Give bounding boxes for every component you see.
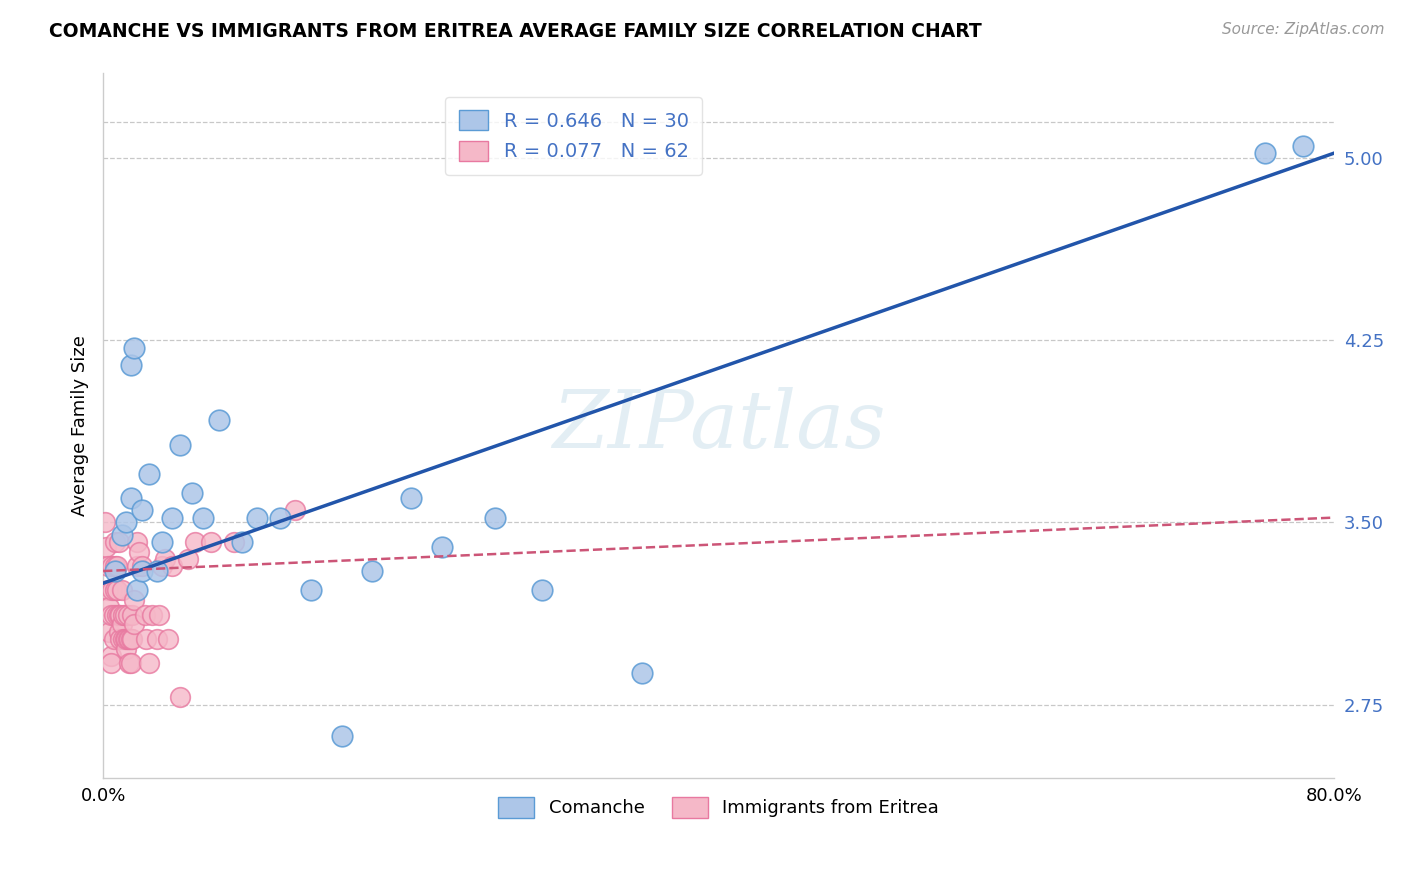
Point <box>131 564 153 578</box>
Point <box>104 559 127 574</box>
Text: Source: ZipAtlas.com: Source: ZipAtlas.com <box>1222 22 1385 37</box>
Point <box>104 535 127 549</box>
Point <box>120 632 142 646</box>
Point <box>93 516 115 530</box>
Point <box>125 559 148 574</box>
Point <box>169 690 191 705</box>
Point <box>148 607 170 622</box>
Point <box>181 486 204 500</box>
Point <box>269 510 291 524</box>
Point <box>150 559 173 574</box>
Point <box>146 632 169 646</box>
Point <box>97 559 120 574</box>
Point <box>131 559 153 574</box>
Point <box>114 632 136 646</box>
Point <box>246 510 269 524</box>
Point <box>630 666 652 681</box>
Point <box>299 583 322 598</box>
Point <box>112 607 135 622</box>
Point <box>112 632 135 646</box>
Point <box>162 559 184 574</box>
Point <box>156 632 179 646</box>
Point <box>103 632 125 646</box>
Point <box>97 583 120 598</box>
Point <box>107 607 129 622</box>
Point <box>117 607 139 622</box>
Point <box>141 607 163 622</box>
Point <box>105 559 128 574</box>
Point <box>110 583 132 598</box>
Point <box>105 607 128 622</box>
Point <box>122 593 145 607</box>
Point <box>169 438 191 452</box>
Point <box>103 607 125 622</box>
Point <box>96 540 118 554</box>
Text: ZIPatlas: ZIPatlas <box>551 386 886 464</box>
Point <box>105 583 128 598</box>
Point <box>98 600 121 615</box>
Point <box>100 657 122 671</box>
Point <box>104 564 127 578</box>
Point <box>134 607 156 622</box>
Legend: Comanche, Immigrants from Eritrea: Comanche, Immigrants from Eritrea <box>491 789 946 825</box>
Point <box>1292 139 1315 153</box>
Point <box>101 559 124 574</box>
Point <box>430 540 453 554</box>
Point <box>107 624 129 639</box>
Point <box>330 729 353 743</box>
Point <box>115 632 138 646</box>
Text: COMANCHE VS IMMIGRANTS FROM ERITREA AVERAGE FAMILY SIZE CORRELATION CHART: COMANCHE VS IMMIGRANTS FROM ERITREA AVER… <box>49 22 981 41</box>
Point <box>122 341 145 355</box>
Point <box>138 657 160 671</box>
Point <box>135 632 157 646</box>
Point <box>1254 146 1277 161</box>
Point <box>184 535 207 549</box>
Point <box>108 632 131 646</box>
Point <box>284 503 307 517</box>
Point <box>125 583 148 598</box>
Point <box>121 632 143 646</box>
Point <box>107 535 129 549</box>
Point <box>150 535 173 549</box>
Point <box>191 510 214 524</box>
Point <box>98 624 121 639</box>
Point <box>146 564 169 578</box>
Point <box>115 641 138 656</box>
Point <box>118 632 141 646</box>
Point <box>138 467 160 481</box>
Point <box>120 491 142 505</box>
Point <box>484 510 506 524</box>
Point <box>100 649 122 664</box>
Point <box>231 535 253 549</box>
Point <box>114 607 136 622</box>
Point <box>110 527 132 541</box>
Point <box>122 617 145 632</box>
Point <box>118 657 141 671</box>
Point <box>162 510 184 524</box>
Point <box>222 535 245 549</box>
Point <box>399 491 422 505</box>
Point <box>104 583 127 598</box>
Point <box>200 535 222 549</box>
Point <box>120 657 142 671</box>
Point <box>120 358 142 372</box>
Point <box>125 535 148 549</box>
Point <box>131 503 153 517</box>
Point <box>100 607 122 622</box>
Point <box>153 552 176 566</box>
Point <box>115 516 138 530</box>
Point <box>108 607 131 622</box>
Point <box>117 632 139 646</box>
Point <box>177 552 200 566</box>
Point <box>361 564 384 578</box>
Point <box>207 413 229 427</box>
Point <box>128 544 150 558</box>
Y-axis label: Average Family Size: Average Family Size <box>72 334 89 516</box>
Point <box>110 617 132 632</box>
Point <box>121 607 143 622</box>
Point <box>530 583 553 598</box>
Point <box>101 583 124 598</box>
